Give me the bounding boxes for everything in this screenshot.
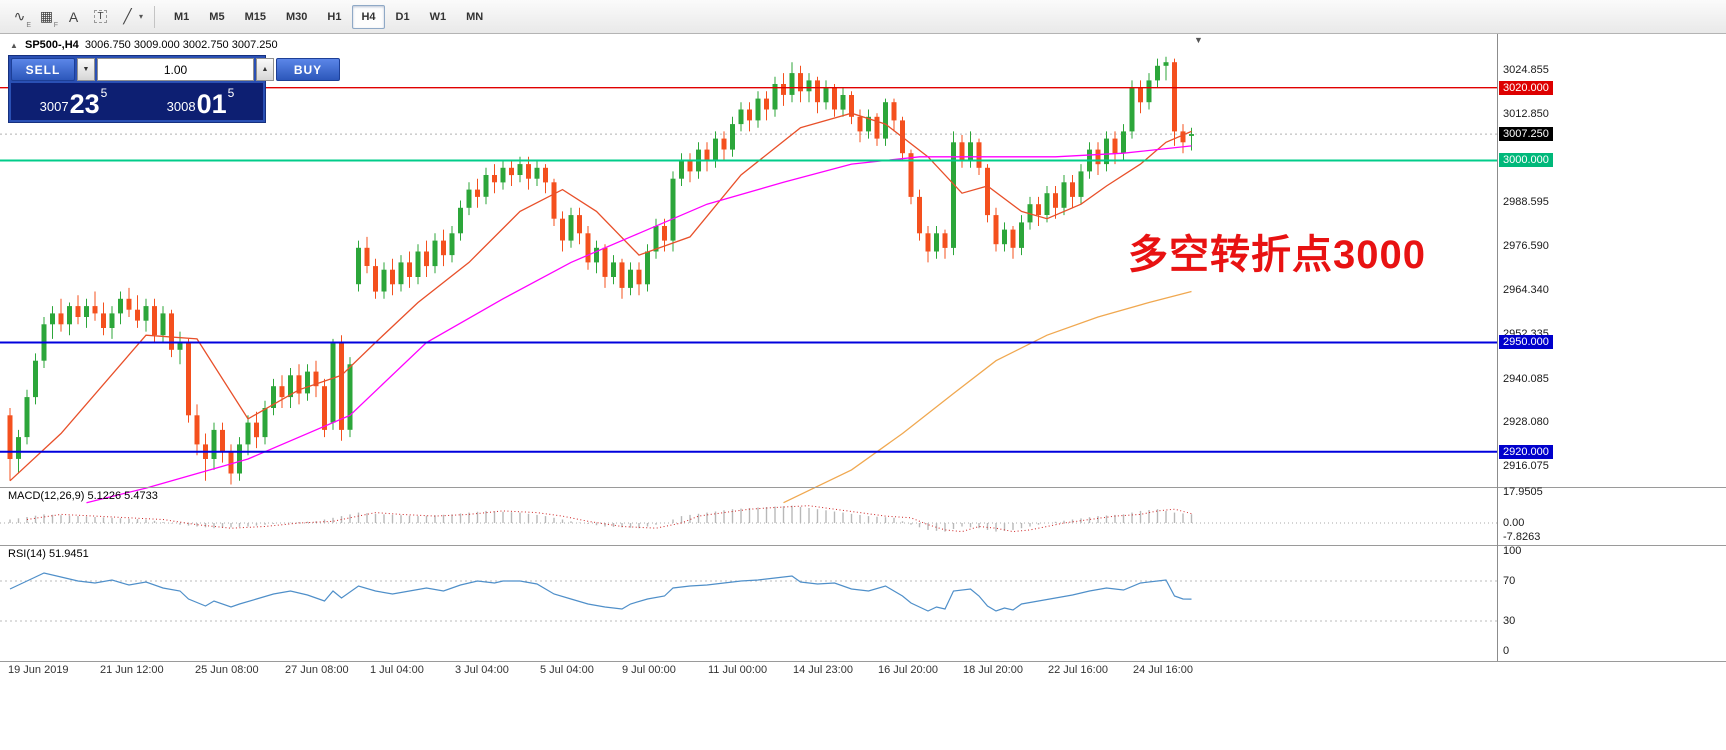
time-axis-label: 22 Jul 16:00 [1048,664,1108,676]
rsi-axis-label: 70 [1503,575,1516,587]
timeframe-m5-button[interactable]: M5 [209,10,225,23]
price-axis-label: 2928.080 [1503,416,1549,428]
chart-canvas[interactable] [0,0,1497,750]
macd-signal-line [26,505,1192,533]
chart-tools-group: ∿ E ▦ F A T ╱ ▾ [6,4,145,30]
rsi-indicator-label: RSI(14) 51.9451 [8,548,89,560]
timeframe-mn-button[interactable]: MN [466,10,484,23]
chart-shift-marker-icon[interactable]: ▼ [1194,35,1203,45]
rsi-line [9,572,1192,612]
bid-ask-row: 3007 23 5 3008 01 5 [11,83,263,120]
volume-decrease-button[interactable]: ▼ [77,58,95,81]
ask-big-digits: 01 [196,88,227,119]
price-axis-label: 3007.250 [1499,127,1553,141]
timeframe-w1-button[interactable]: W1 [429,10,447,23]
price-axis-label: 2976.590 [1503,240,1549,252]
price-axis-label: 3020.000 [1499,81,1553,95]
price-axis-label: 2950.000 [1499,335,1553,349]
rsi-axis-label: 30 [1503,615,1516,627]
time-axis-label: 16 Jul 20:00 [878,664,938,676]
time-axis-label: 19 Jun 2019 [8,664,69,676]
time-axis-label: 9 Jul 00:00 [622,664,676,676]
timeframe-d1-button[interactable]: D1 [395,10,410,23]
time-axis-label: 11 Jul 00:00 [708,664,768,676]
macd-panel-separator[interactable] [0,487,1726,488]
buy-button[interactable]: BUY [276,58,340,81]
time-axis-label: 1 Jul 04:00 [370,664,424,676]
timeframe-m1-button[interactable]: M1 [174,10,190,23]
volume-increase-button[interactable]: ▲ [256,58,274,81]
time-axis-label: 27 Jun 08:00 [285,664,349,676]
line-studies-icon[interactable]: ╱ [123,8,132,24]
macd-histogram [9,505,1193,532]
time-axis-label: 14 Jul 23:00 [793,664,853,676]
text-label-icon[interactable]: A [68,8,79,25]
price-axis-border [1497,34,1498,661]
time-axis-label: 25 Jun 08:00 [195,664,259,676]
time-axis-label: 18 Jul 20:00 [963,664,1023,676]
macd-indicator-label: MACD(12,26,9) 5.1226 5.4733 [8,490,158,502]
trade-buttons-row: SELL ▼ ▲ BUY [11,58,340,81]
price-axis-label: 2988.595 [1503,196,1549,208]
bid-price: 3007 23 5 [11,83,136,120]
macd-axis-label: 17.9505 [1503,486,1543,498]
toolbar-separator [154,5,156,28]
rsi-panel-separator[interactable] [0,545,1726,546]
symbol-period-label: SP500-,H4 [24,39,79,51]
timeframe-group: M1 M5 M15 M30 H1 H4 D1 W1 MN [164,4,493,29]
price-axis-label: 2940.085 [1503,373,1549,385]
macd-axis-label: -7.8263 [1503,531,1541,543]
collapse-panel-arrow-icon[interactable]: ▲ [10,41,18,50]
price-axis-label: 2964.340 [1503,284,1549,296]
indicator-wave-icon[interactable]: ∿ E [13,8,31,29]
ohlc-values: 3006.750 3009.000 3002.750 3007.250 [84,39,278,51]
macd-axis-label: 0.00 [1503,517,1525,529]
timeframe-m30-button[interactable]: M30 [285,10,308,23]
ma-mid-line [86,145,1192,504]
time-axis-label: 5 Jul 04:00 [540,664,594,676]
price-axis-label: 2916.075 [1503,460,1549,472]
rsi-axis-label: 100 [1503,545,1522,557]
ask-prefix: 3008 [166,99,196,114]
chart-header: ▲ SP500-,H4 3006.750 3009.000 3002.750 3… [10,39,278,51]
timeframe-m15-button[interactable]: M15 [244,10,266,23]
price-axis-label: 3024.855 [1503,64,1549,76]
line-studies-dropdown-icon[interactable]: ▾ [139,12,144,21]
price-axis-label: 2920.000 [1499,445,1553,459]
bid-big-digits: 23 [69,88,100,119]
price-axis-label: 3000.000 [1499,153,1553,167]
timeframe-h1-button[interactable]: H1 [327,10,342,23]
ask-price: 3008 01 5 [138,83,263,120]
time-axis-separator [0,661,1726,662]
volume-input[interactable] [97,58,254,81]
time-axis-label: 24 Jul 16:00 [1133,664,1193,676]
one-click-trading-panel: SELL ▼ ▲ BUY 3007 23 5 3008 01 5 [8,55,340,123]
time-axis-label: 3 Jul 04:00 [455,664,509,676]
ma-slow-line [783,290,1192,504]
sell-button[interactable]: SELL [11,58,75,81]
price-axis-label: 3012.850 [1503,108,1549,120]
time-axis-label: 21 Jun 12:00 [100,664,164,676]
text-box-icon[interactable]: T [87,4,114,30]
ma-fast-line [9,112,1192,482]
timeframe-h4-button[interactable]: H4 [352,4,385,29]
bid-prefix: 3007 [39,99,69,114]
bid-sup-digit: 5 [100,86,108,100]
data-grid-icon[interactable]: ▦ F [39,8,58,29]
chart-annotation-text: 多空转折点3000 [1128,233,1426,277]
ask-sup-digit: 5 [227,86,235,100]
rsi-axis-label: 0 [1503,645,1510,657]
toolbar: ∿ E ▦ F A T ╱ ▾ M1 M5 M15 M30 H1 H4 D1 W1 MN [0,0,1726,34]
